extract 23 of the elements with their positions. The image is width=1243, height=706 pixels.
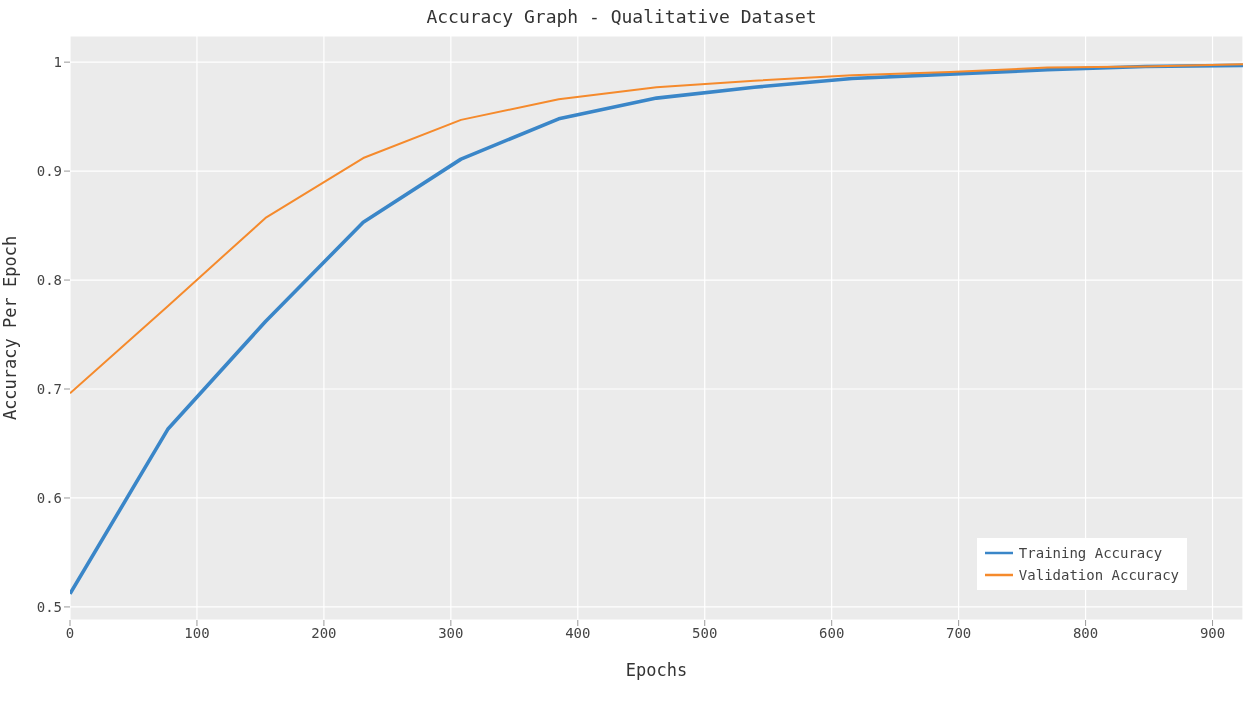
x-tick-label: 900 <box>1199 624 1226 641</box>
x-tick-label: 0 <box>65 624 75 641</box>
y-tick-label: 0.6 <box>36 489 62 506</box>
x-tick-label: 800 <box>1072 624 1099 641</box>
legend-label: Validation Accuracy <box>1018 566 1179 585</box>
x-axis-title: Epochs <box>625 660 688 680</box>
x-tick-label: 700 <box>945 624 972 641</box>
x-tick-label: 600 <box>819 624 845 641</box>
x-tick-label: 100 <box>184 624 210 641</box>
y-tick-label: 0.7 <box>36 380 62 397</box>
legend-label: Training Accuracy <box>1018 544 1163 563</box>
y-axis-title: Accuracy Per Epoch <box>0 235 21 421</box>
x-tick-label: 400 <box>565 624 591 641</box>
chart-title: Accuracy Graph - Qualitative Dataset <box>425 6 818 27</box>
x-tick-label: 200 <box>311 624 337 641</box>
line-series <box>70 63 1243 596</box>
line-series <box>70 63 1243 395</box>
y-tick-label: 0.9 <box>36 163 62 180</box>
y-tick-label: 1 <box>53 54 62 71</box>
y-tick-label: 0.8 <box>36 272 62 289</box>
x-tick-label: 300 <box>438 624 464 641</box>
x-tick-label: 500 <box>692 624 718 641</box>
y-tick-label: 0.5 <box>36 598 62 615</box>
